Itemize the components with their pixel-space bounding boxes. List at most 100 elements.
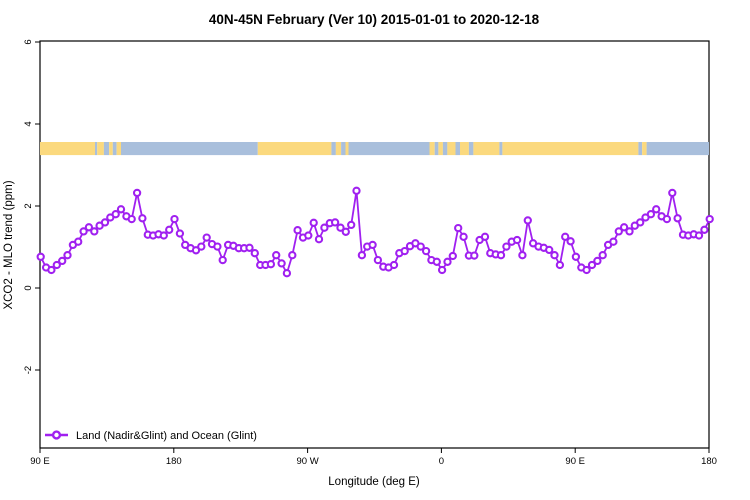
chart-title: 40N-45N February (Ver 10) 2015-01-01 to … (209, 12, 540, 27)
data-point-marker (36, 252, 45, 261)
data-point-marker (518, 251, 527, 260)
data-point-marker (250, 249, 259, 258)
data-point-marker (213, 242, 222, 251)
data-point-marker (587, 260, 597, 270)
data-point-marker (662, 214, 672, 224)
data-point-marker (705, 214, 714, 224)
band-segment-land (447, 142, 456, 156)
data-point-marker (636, 218, 645, 227)
data-point-marker (571, 252, 581, 261)
data-point-marker (357, 251, 367, 260)
band-segment-land (109, 142, 113, 156)
data-point-marker (352, 186, 361, 195)
data-point-marker (416, 242, 425, 251)
data-point-marker (609, 237, 618, 246)
data-point-marker (389, 260, 399, 270)
land-ocean-band (40, 142, 709, 156)
data-point-marker (614, 227, 623, 236)
data-point-marker (197, 242, 206, 251)
data-point-marker (373, 255, 383, 265)
y-axis-label: XCO2 - MLO trend (ppm) (3, 180, 15, 309)
data-point-marker (454, 223, 463, 233)
data-point-marker (202, 233, 211, 242)
data-point-marker (437, 265, 447, 275)
data-point-marker (304, 231, 313, 240)
data-point-marker (100, 218, 110, 227)
band-segment-ocean (103, 142, 110, 156)
x-tick-label: 180 (701, 456, 717, 467)
data-point-marker (673, 214, 682, 223)
data-point-marker (593, 256, 602, 266)
data-point-marker (545, 245, 554, 255)
data-point-marker (170, 214, 179, 224)
data-point-marker (218, 255, 227, 265)
band-segment-land (116, 142, 122, 156)
x-tick-label: 90 E (30, 456, 50, 467)
legend: Land (Nadir&Glint) and Ocean (Glint) (45, 430, 257, 442)
data-point-marker (138, 214, 147, 223)
data-point-marker (502, 242, 511, 251)
legend-marker-icon (51, 430, 62, 440)
data-point-marker (555, 260, 565, 270)
data-point-marker (625, 227, 634, 236)
y-tick-label: 0 (23, 285, 34, 290)
data-point-marker (652, 205, 661, 214)
band-segment-ocean (468, 142, 474, 156)
y-tick-label: -2 (23, 366, 34, 374)
data-point-marker (619, 223, 629, 232)
y-tick-label: 6 (23, 39, 34, 44)
data-point-marker (320, 223, 329, 232)
data-point-marker (132, 188, 142, 198)
data-point-marker (582, 265, 591, 275)
data-point-marker (459, 232, 468, 241)
data-point-marker (443, 257, 452, 266)
plot-border (39, 40, 710, 449)
x-tick-label: 90 W (297, 456, 319, 467)
data-point-marker (694, 231, 704, 240)
data-point-marker (336, 223, 345, 232)
data-point-marker (432, 257, 441, 266)
data-point-marker (191, 246, 201, 255)
x-tick-label: 180 (166, 456, 182, 467)
data-point-marker (52, 260, 61, 270)
y-tick-label: 2 (23, 203, 34, 208)
data-point-marker (288, 251, 297, 260)
band-segment-land (345, 142, 349, 156)
band-segment-ocean (348, 142, 430, 156)
data-point-marker (448, 251, 457, 261)
data-point-marker (282, 269, 292, 278)
band-segment-land (473, 142, 500, 156)
band-segment-land (335, 142, 341, 156)
data-point-marker (341, 227, 350, 236)
data-point-marker (421, 246, 431, 256)
data-point-marker (480, 232, 490, 241)
x-axis-label: Longitude (deg E) (328, 476, 420, 488)
x-tick-label: 90 E (565, 456, 585, 467)
band-segment-land (438, 142, 443, 156)
data-point-marker (84, 223, 94, 232)
data-point-marker (79, 227, 88, 236)
data-point-marker (598, 251, 607, 260)
data-point-marker (496, 251, 506, 260)
y-axis-ticks: -2 0 2 4 6 (23, 39, 40, 374)
band-segment-ocean (638, 142, 643, 156)
data-point-marker (700, 225, 709, 234)
band-segment-ocean (121, 142, 258, 156)
data-point-marker (566, 237, 575, 246)
data-point-marker (272, 251, 281, 260)
data-point-marker (314, 235, 324, 244)
data-point-marker (116, 205, 126, 214)
band-segment-land (460, 142, 469, 156)
band-segment-ocean (455, 142, 460, 156)
data-point-marker (550, 251, 559, 260)
data-point-marker (63, 251, 72, 260)
band-segment-ocean (331, 142, 336, 156)
band-segment-ocean (112, 142, 117, 156)
data-point-marker (58, 256, 67, 266)
band-segment-ocean (646, 142, 709, 156)
band-segment-ocean (95, 142, 98, 156)
band-segment-ocean (442, 142, 448, 156)
band-segment-land (97, 142, 104, 156)
